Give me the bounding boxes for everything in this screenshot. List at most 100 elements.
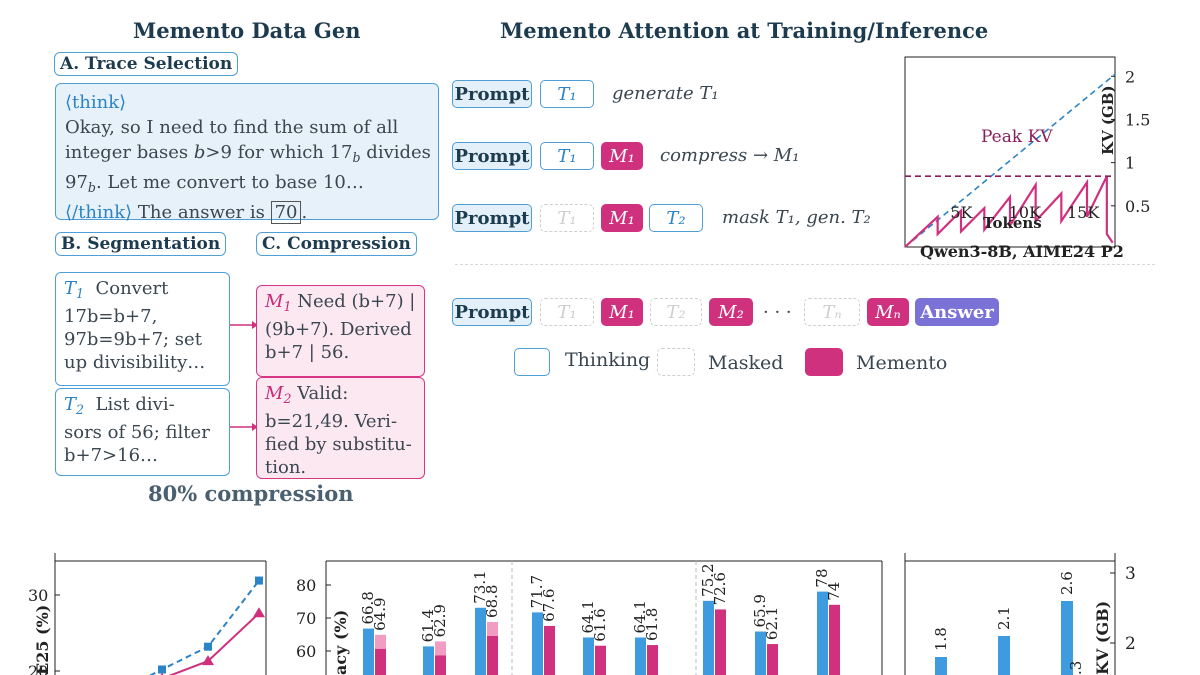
compression-m1-label: M1 [265,291,292,314]
accuracy-bar-blue [583,637,594,675]
accuracy-label-pink: 61.6 [591,608,609,641]
thinking-token-t1: T₁ [540,142,594,170]
accuracy-bar-pink [715,609,726,675]
accuracy-bar-pink [767,644,778,675]
kv-bar [998,636,1010,675]
segmentation-tag: B. Segmentation [55,232,227,256]
memento-token-m1: M₁ [601,204,643,232]
segment-t1-label: T1 [64,278,85,301]
memento-token-m1: M₁ [601,142,643,170]
kv-series-1 [904,175,1114,248]
accuracy-label-pink: 74 [825,582,843,601]
memento-token-mn: Mₙ [867,298,909,326]
bottom-line-marker [253,607,265,618]
accuracy-bar-blue [363,628,374,675]
bottom-line-ylabel: E25 (%) [33,605,52,675]
accuracy-bar-pink-light [435,641,446,656]
kv-x-label: Tokens [983,214,1042,232]
segment-t1: T1 Convert 17b=b+7, 97b=9b+7; set up div… [55,272,230,386]
kv-series-0 [904,73,1116,248]
prompt-token: Prompt [452,80,532,108]
bottom-kv-y-tick: 2 [1125,634,1136,654]
compression-arrows [230,321,258,431]
kv-bar [1061,601,1073,675]
compression-m2-label: M2 [265,383,292,406]
bottom-bar-chart: 80 70 60 66.864.9 61.462.9 73.168.8 71.767.6 6… [296,560,883,675]
section-divider [455,264,1155,265]
legend-memento-label: Memento [856,352,948,374]
accuracy-bar-blue [532,612,543,675]
accuracy-label-blue: 66.8 [359,591,377,624]
trace-line-2: integer bases b>9 for which 17b divides [65,142,431,165]
legend-memento-swatch [805,348,843,376]
kv-y-tick: 1.5 [1125,110,1150,129]
trace-line-1: Okay, so I need to find the sum of all [65,117,399,138]
bottom-line-marker [160,672,164,675]
trace-box: ⟨think⟩ Okay, so I need to find the sum … [55,83,439,224]
segment-t2-label: T2 [64,394,85,417]
accuracy-label-pink: 62.1 [763,607,781,640]
accuracy-label-blue: 65.9 [751,594,769,627]
kv-bar-label: 2.6 [1058,571,1076,595]
bottom-bar-y-tick: 80 [296,576,316,595]
accuracy-label-pink: 64.9 [371,597,389,630]
bottom-line-marker [204,642,212,651]
kv-x-tick: 5K [950,203,973,222]
bottom-line-marker [158,665,166,674]
accuracy-label-blue: 73.1 [471,570,489,603]
accuracy-bar-pink [595,645,606,675]
trace-selection-tag: A. Trace Selection [54,52,239,76]
accuracy-label-blue: 64.1 [631,600,649,633]
kv-y-label: KV (GB) [1099,85,1117,155]
bottom-bar-y-tick: 60 [296,642,316,661]
accuracy-bar-blue [475,607,486,675]
accuracy-bar-pink [435,655,446,675]
accuracy-label-blue: 75.2 [699,563,717,596]
bottom-line-y-tick: 30 [28,586,48,605]
kv-peak-chart: 5K 10K 15K 2 1.5 1 0.5 Peak KV Tokens KV (GB) [904,56,1150,248]
accuracy-bar-blue [703,600,714,675]
kv-plot-frame [904,56,1116,248]
row-3-op: mask T₁, gen. T₂ [722,207,871,228]
masked-token-t1: T₁ [540,204,594,232]
bottom-kv-bar-chart: 3 2 1.8 2.1 2.6 .3 KV (GB) [904,553,1136,675]
kv-y-tick: 2 [1125,67,1135,86]
masked-token-t1: T₁ [540,298,594,326]
bottom-bar-ylabel: acy (%) [331,610,350,675]
bottom-kv-y-tick: 3 [1125,564,1136,584]
kv-x-tick: 10K [1009,203,1042,222]
kv-bar [935,657,947,675]
accuracy-label-pink: 68.8 [483,585,501,618]
segment-t2: T2 List divi- sors of 56; filter b+7>16… [55,388,230,476]
memento-token-m2: M₂ [709,298,753,326]
legend-masked-label: Masked [708,352,784,374]
legend-thinking-swatch [514,348,550,376]
legend-thinking-label: Thinking [565,349,651,371]
trace-line-3: 97b. Let me convert to base 10… [65,171,364,195]
bottom-kv-ylabel: KV (GB) [1093,601,1112,675]
accuracy-label-pink: 61.8 [643,608,661,641]
answer-token: Answer [915,298,999,326]
bottom-line-y-tick: 20 [28,662,48,675]
accuracy-bar-pink [375,648,386,675]
kv-bar-label: 2.1 [995,606,1013,630]
accuracy-label-blue: 64.1 [579,600,597,633]
row-1-op: generate T₁ [612,83,719,104]
compression-m1: M1 Need (b+7) | (9b+7). Derived b+7 | 56… [256,285,425,377]
accuracy-bar-blue [817,591,828,675]
accuracy-label-blue: 78 [813,569,831,588]
accuracy-bar-pink [544,625,555,675]
bottom-bar-y-tick: 70 [296,609,316,628]
accuracy-bar-blue [423,646,434,675]
kv-chart-caption: Qwen3-8B, AIME24 P2 [920,242,1124,261]
accuracy-label-blue: 61.4 [419,609,437,642]
row-2-op: compress → M₁ [660,145,800,166]
legend-masked-swatch [657,348,695,376]
accuracy-label-pink: 62.9 [431,604,449,637]
kv-x-tick: 15K [1067,203,1100,222]
kv-bar-label-partial: .3 [1067,661,1085,675]
left-panel-title: Memento Data Gen [133,18,361,43]
ellipsis-dots: · · · [763,302,792,323]
trace-line-4: ⟨/think⟩ The answer is 70. [65,200,308,224]
accuracy-bar-pink-light [487,621,498,636]
